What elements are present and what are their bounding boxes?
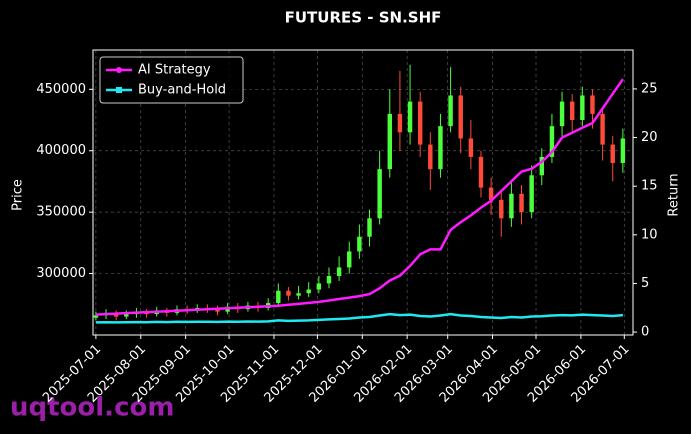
- candle-body: [326, 276, 332, 284]
- candle-body: [316, 283, 322, 290]
- y-tick-label: 400000: [36, 143, 86, 158]
- candle-body: [478, 156, 484, 188]
- candle-body: [296, 293, 301, 296]
- candle-body: [468, 138, 474, 157]
- watermark: uqtool.com: [10, 393, 174, 423]
- candle-body: [397, 113, 403, 133]
- y2-tick-label: 0: [641, 325, 649, 340]
- candle-body: [458, 95, 463, 139]
- chart-title: FUTURES - SN.SHF: [285, 9, 442, 27]
- candle-body: [347, 251, 352, 268]
- candle-body: [509, 193, 514, 219]
- candle-body: [336, 267, 342, 277]
- candle-body: [559, 101, 565, 127]
- y2-tick-label: 20: [641, 130, 658, 145]
- candle-body: [428, 144, 433, 170]
- candle-body: [286, 290, 291, 296]
- series-line: [95, 78, 624, 316]
- candle-body: [417, 101, 423, 145]
- candle-body: [569, 101, 575, 121]
- y2-axis-label: Return: [667, 173, 682, 216]
- legend-box: [99, 56, 244, 104]
- candle-body: [407, 101, 413, 133]
- candle-body: [93, 315, 99, 318]
- candle-body: [124, 314, 129, 317]
- y2-tick-label: 10: [641, 227, 658, 242]
- series-line: [95, 312, 624, 324]
- candle-body: [438, 126, 443, 170]
- candle-body: [377, 169, 382, 219]
- plot-frame: [92, 49, 634, 336]
- legend-marker: [116, 87, 122, 93]
- legend-marker: [116, 67, 122, 73]
- candle-body: [448, 95, 453, 127]
- candle-body: [306, 289, 311, 294]
- y-tick-label: 350000: [36, 205, 86, 220]
- candle-body: [580, 95, 585, 121]
- candle-body: [600, 113, 605, 145]
- candle-body: [519, 193, 524, 213]
- candle-body: [387, 113, 392, 170]
- candle-body: [610, 144, 615, 164]
- legend-label: AI Strategy: [138, 63, 211, 78]
- y-axis-label: Price: [11, 179, 26, 211]
- candle-body: [549, 126, 555, 157]
- legend-label: Buy-and-Hold: [138, 83, 226, 98]
- candle-body: [590, 95, 595, 114]
- candle-body: [529, 175, 534, 213]
- y2-tick-label: 25: [641, 81, 658, 96]
- candle-body: [620, 138, 626, 164]
- y2-tick-label: 5: [641, 276, 649, 291]
- candle-body: [499, 199, 504, 219]
- candle-body: [488, 187, 494, 200]
- y-tick-label: 300000: [36, 266, 86, 281]
- y2-tick-label: 15: [641, 179, 658, 194]
- candle-body: [357, 236, 362, 252]
- candle-body: [215, 309, 220, 312]
- candle-body: [539, 156, 545, 176]
- y-tick-label: 450000: [36, 82, 86, 97]
- candle-body: [367, 218, 372, 237]
- candle-body: [276, 290, 281, 304]
